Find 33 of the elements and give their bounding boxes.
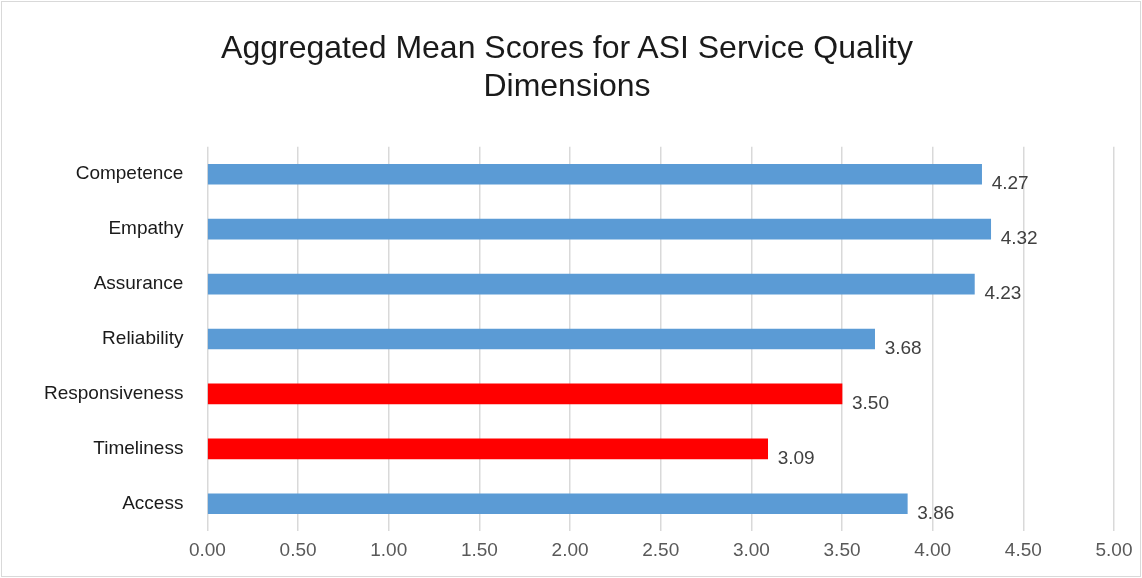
bar [207,218,992,240]
y-tick-label: Reliability [102,327,184,349]
x-tick-label: 3.50 [823,538,861,560]
data-label: 4.27 [991,172,1029,194]
x-tick-label: 4.00 [914,538,952,560]
x-tick-label: 1.00 [370,538,408,560]
x-tick-label: 1.50 [460,538,498,560]
data-label: 3.68 [884,337,922,359]
y-tick-label: Responsiveness [43,382,184,404]
x-tick-label: 2.50 [642,538,680,560]
x-tick-label: 4.50 [1004,538,1042,560]
bar [207,273,975,295]
data-label: 3.09 [777,447,815,469]
bar [207,438,769,460]
y-tick-label: Empathy [108,217,184,239]
data-label: 3.50 [852,392,890,414]
bar [207,328,875,350]
chart-title: Aggregated Mean Scores for ASI Service Quality Dimensions [221,29,913,104]
bar [207,383,843,405]
y-tick-label: Competence [75,162,184,184]
data-label: 4.23 [984,282,1022,304]
x-tick-label: 3.00 [732,538,770,560]
x-tick-label: 0.50 [279,538,317,560]
y-tick-label: Access [122,491,184,513]
y-tick-label: Timeliness [93,437,184,459]
data-label: 3.86 [917,501,955,523]
bar [207,163,982,185]
x-tick-label: 2.00 [551,538,589,560]
y-tick-label: Assurance [93,272,184,294]
x-tick-label: 5.00 [1095,538,1133,560]
data-label: 4.32 [1000,227,1038,249]
bar [207,493,908,515]
x-tick-label: 0.00 [188,538,226,560]
